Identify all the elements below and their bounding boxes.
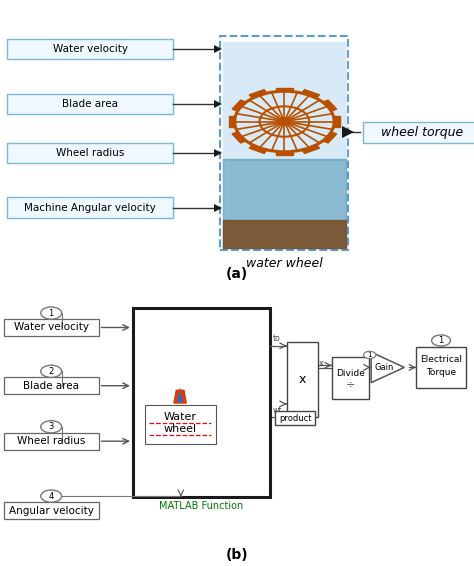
Text: Blade area: Blade area bbox=[23, 381, 79, 391]
FancyBboxPatch shape bbox=[220, 36, 348, 250]
FancyBboxPatch shape bbox=[7, 93, 173, 114]
Polygon shape bbox=[232, 132, 246, 143]
Circle shape bbox=[279, 118, 290, 125]
Circle shape bbox=[41, 421, 62, 433]
Polygon shape bbox=[334, 117, 340, 127]
Text: Water velocity: Water velocity bbox=[53, 44, 128, 54]
Circle shape bbox=[41, 365, 62, 378]
Text: MATLAB Function: MATLAB Function bbox=[159, 501, 244, 511]
Text: 2: 2 bbox=[48, 367, 54, 376]
Text: Torque: Torque bbox=[426, 368, 456, 377]
Circle shape bbox=[41, 490, 62, 502]
Polygon shape bbox=[229, 117, 235, 127]
Text: Blade area: Blade area bbox=[62, 99, 118, 109]
FancyBboxPatch shape bbox=[4, 378, 99, 394]
Text: 3: 3 bbox=[48, 422, 54, 431]
Text: wheel: wheel bbox=[164, 424, 197, 434]
FancyBboxPatch shape bbox=[4, 433, 99, 449]
Text: 4: 4 bbox=[48, 492, 54, 500]
Polygon shape bbox=[174, 391, 186, 403]
Polygon shape bbox=[323, 132, 337, 143]
Text: Water: Water bbox=[164, 413, 197, 422]
Polygon shape bbox=[276, 152, 293, 155]
Text: Wheel radius: Wheel radius bbox=[56, 148, 124, 158]
Polygon shape bbox=[323, 100, 337, 111]
Text: to: to bbox=[273, 334, 280, 343]
Text: x: x bbox=[299, 373, 306, 386]
Circle shape bbox=[432, 335, 451, 346]
FancyBboxPatch shape bbox=[287, 342, 318, 418]
Text: Water velocity: Water velocity bbox=[14, 323, 89, 332]
Polygon shape bbox=[302, 145, 319, 153]
Bar bbox=[223, 221, 346, 248]
Polygon shape bbox=[302, 89, 319, 98]
Text: wheel torque: wheel torque bbox=[381, 126, 463, 139]
Circle shape bbox=[364, 351, 376, 358]
Text: 1: 1 bbox=[438, 336, 444, 345]
Polygon shape bbox=[174, 389, 186, 403]
Text: 1: 1 bbox=[367, 352, 372, 358]
Polygon shape bbox=[276, 88, 293, 91]
Text: Electrical: Electrical bbox=[420, 355, 462, 365]
FancyBboxPatch shape bbox=[7, 143, 173, 164]
Text: (a): (a) bbox=[226, 267, 248, 281]
Polygon shape bbox=[249, 89, 267, 98]
FancyBboxPatch shape bbox=[133, 308, 270, 497]
Text: water wheel: water wheel bbox=[246, 257, 323, 270]
Text: wt: wt bbox=[273, 406, 282, 415]
FancyBboxPatch shape bbox=[363, 122, 474, 143]
FancyBboxPatch shape bbox=[275, 411, 315, 425]
Text: Wheel radius: Wheel radius bbox=[17, 436, 85, 446]
FancyBboxPatch shape bbox=[416, 346, 466, 388]
Text: Angular velocity: Angular velocity bbox=[9, 505, 94, 516]
FancyBboxPatch shape bbox=[4, 319, 99, 336]
Text: Gain: Gain bbox=[375, 363, 394, 372]
FancyBboxPatch shape bbox=[7, 198, 173, 218]
Polygon shape bbox=[232, 100, 246, 111]
Bar bbox=[223, 158, 346, 248]
FancyBboxPatch shape bbox=[332, 357, 369, 398]
FancyBboxPatch shape bbox=[145, 405, 216, 444]
FancyBboxPatch shape bbox=[4, 502, 99, 519]
Text: ÷: ÷ bbox=[346, 379, 355, 389]
Polygon shape bbox=[371, 352, 404, 383]
Circle shape bbox=[41, 307, 62, 319]
Text: 1: 1 bbox=[48, 308, 54, 318]
Polygon shape bbox=[178, 392, 182, 401]
Polygon shape bbox=[249, 145, 267, 153]
FancyBboxPatch shape bbox=[7, 38, 173, 59]
Text: x: x bbox=[319, 359, 324, 368]
Bar bbox=[223, 42, 346, 160]
Text: Machine Angular velocity: Machine Angular velocity bbox=[24, 203, 156, 213]
Text: product: product bbox=[279, 414, 311, 422]
Text: (b): (b) bbox=[226, 548, 248, 562]
Text: Divide: Divide bbox=[336, 369, 365, 378]
